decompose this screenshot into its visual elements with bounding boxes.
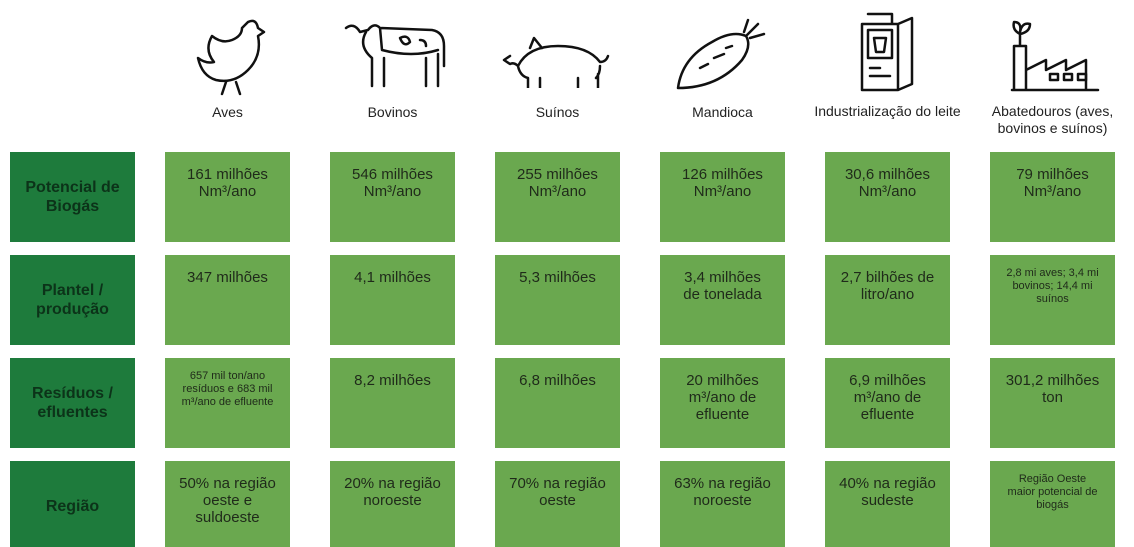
table-cell: 79 milhões Nm³/ano [990, 152, 1115, 242]
icon-pig [502, 36, 610, 88]
table-cell: 70% na região oeste [495, 461, 620, 547]
table-cell: 347 milhões [165, 255, 290, 345]
table-cell: 20 milhões m³/ano de efluente [660, 358, 785, 448]
table-cell: 40% na região sudeste [825, 461, 950, 547]
table-cell: 4,1 milhões [330, 255, 455, 345]
icon-factory [1010, 20, 1100, 92]
row-label: Resíduos / efluentes [10, 358, 135, 448]
table-cell: 3,4 milhões de tonelada [660, 255, 785, 345]
table-cell: 30,6 milhões Nm³/ano [825, 152, 950, 242]
icon-milk-box [860, 12, 914, 92]
table-cell: 657 mil ton/ano resíduos e 683 mil m³/an… [165, 358, 290, 448]
icon-cow [344, 24, 446, 88]
table-cell: 546 milhões Nm³/ano [330, 152, 455, 242]
table-cell: 63% na região noroeste [660, 461, 785, 547]
table-cell: 20% na região noroeste [330, 461, 455, 547]
row-label: Região [10, 461, 135, 547]
table-cell: 2,8 mi aves; 3,4 mi bovinos; 14,4 mi suí… [990, 255, 1115, 345]
table-cell: 255 milhões Nm³/ano [495, 152, 620, 242]
table-cell: 161 milhões Nm³/ano [165, 152, 290, 242]
column-label: Industrialização do leite [814, 103, 961, 119]
table-cell: 2,7 bilhões de litro/ano [825, 255, 950, 345]
column-label: Abatedouros (aves, bovinos e suínos) [991, 103, 1114, 136]
table-cell: 8,2 milhões [330, 358, 455, 448]
row-label: Plantel / produção [10, 255, 135, 345]
row-label: Potencial de Biogás [10, 152, 135, 242]
column-label: Bovinos [367, 104, 418, 120]
column-label: Aves [212, 104, 243, 120]
table-cell: 5,3 milhões [495, 255, 620, 345]
icon-cassava [676, 18, 766, 90]
table-cell: 50% na região oeste e suldoeste [165, 461, 290, 547]
table-cell: 301,2 milhões ton [990, 358, 1115, 448]
table-cell: 126 milhões Nm³/ano [660, 152, 785, 242]
column-label: Suínos [535, 104, 580, 120]
column-label: Mandioca [692, 104, 753, 120]
table-cell: 6,9 milhões m³/ano de efluente [825, 358, 950, 448]
icon-chicken [196, 19, 266, 96]
table-cell: Região Oeste maior potencial de biogás [990, 461, 1115, 547]
table-cell: 6,8 milhões [495, 358, 620, 448]
